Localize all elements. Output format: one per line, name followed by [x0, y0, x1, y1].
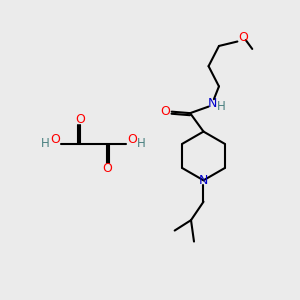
Text: H: H: [137, 137, 146, 150]
Text: H: H: [217, 100, 225, 113]
Text: O: O: [160, 105, 170, 118]
Text: O: O: [102, 162, 112, 175]
Text: O: O: [238, 32, 248, 44]
Text: N: N: [207, 97, 217, 110]
Text: O: O: [50, 134, 60, 146]
Text: H: H: [41, 137, 50, 150]
Text: O: O: [127, 134, 137, 146]
Text: O: O: [75, 113, 85, 126]
Text: N: N: [199, 174, 208, 187]
